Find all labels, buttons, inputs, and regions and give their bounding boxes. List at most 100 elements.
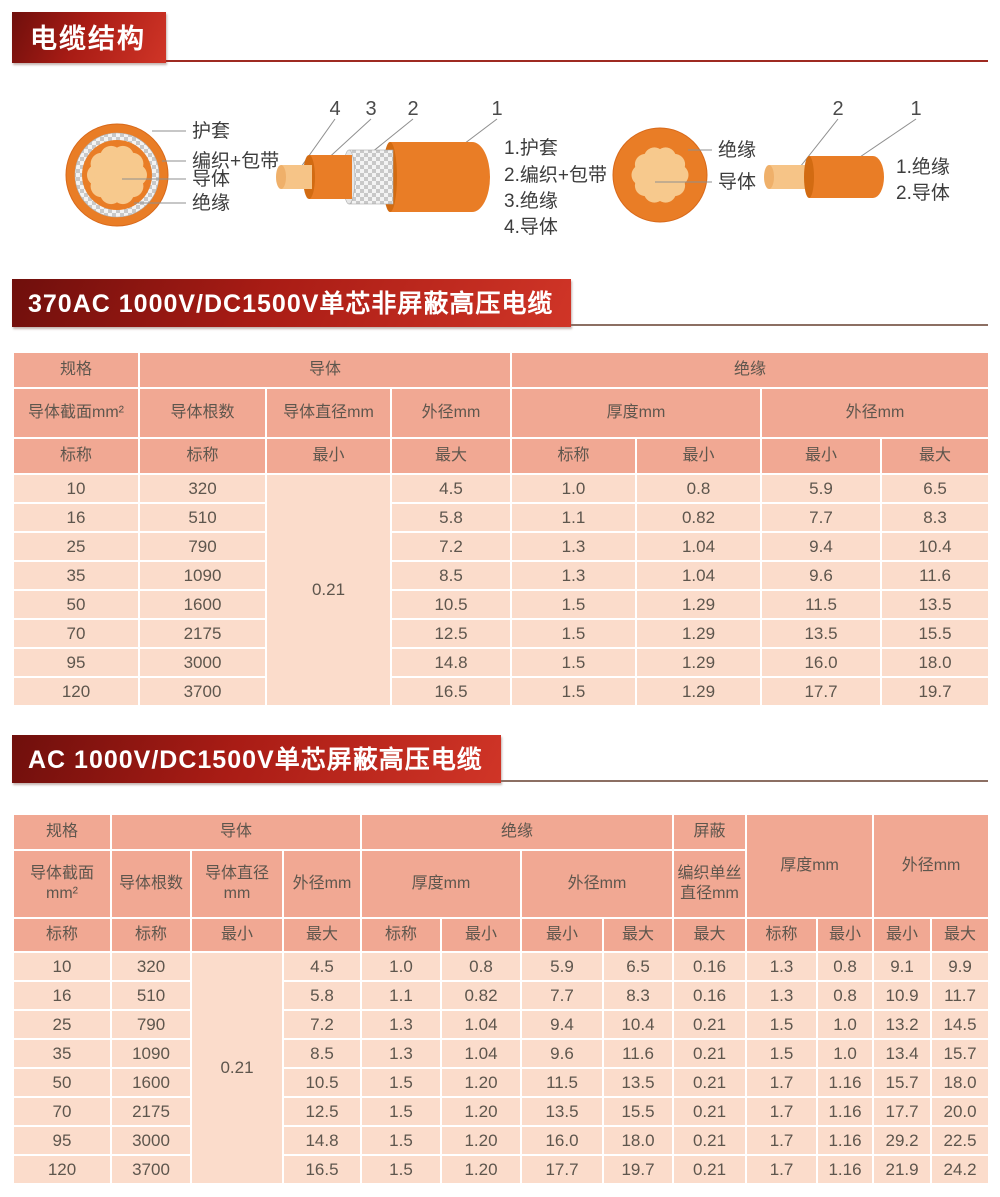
header-cell: 导体直径mm — [265, 387, 392, 439]
table-cell: 1090 — [110, 1038, 192, 1069]
conductor-core — [87, 145, 147, 205]
table-cell: 1.20 — [440, 1096, 522, 1127]
table-cell: 16.0 — [760, 647, 882, 678]
table-cell: 1.3 — [510, 560, 637, 591]
table-cell: 24.2 — [930, 1154, 991, 1185]
table-cell: 1.1 — [510, 502, 637, 533]
table-cell: 13.2 — [872, 1009, 933, 1040]
table-cell: 1.3 — [745, 951, 819, 982]
table-cell: 1.16 — [816, 1096, 875, 1127]
table-cell: 10.4 — [879, 531, 991, 562]
header-cell: 最小 — [816, 917, 875, 953]
table-cell: 10 — [12, 473, 140, 504]
side-view-shielded: 4 3 2 1 — [276, 98, 607, 238]
header-cell: 标称 — [138, 437, 267, 475]
table-cell: 13.5 — [520, 1096, 604, 1127]
table-cell: 1.3 — [360, 1038, 442, 1069]
table-cell: 35 — [12, 1038, 112, 1069]
table-cell: 17.7 — [872, 1096, 933, 1127]
page-title-row: 电缆结构 — [12, 12, 988, 63]
table-cell: 1600 — [138, 589, 267, 620]
header-cell: 最大 — [601, 917, 675, 953]
table-header-row: 导体截面mm² 导体根数 导体直径mm 外径mm 厚度mm 外径mm 编织单丝直… — [12, 849, 989, 919]
table-cell: 510 — [110, 980, 192, 1011]
table-cell: 6.5 — [879, 473, 991, 504]
table-cell: 10 — [12, 951, 112, 982]
table-cell: 13.5 — [601, 1067, 675, 1098]
table-cell: 1.29 — [635, 676, 762, 707]
table-row: 95 3000 14.8 1.5 1.29 16.0 18.0 — [12, 647, 991, 678]
table-row: 35 1090 8.5 1.3 1.04 9.6 11.6 0.21 1.5 1.0 13.4 15.… — [12, 1038, 991, 1069]
table-cell: 17.7 — [760, 676, 882, 707]
table-cell: 1.16 — [816, 1125, 875, 1156]
header-cell: 导体 — [110, 813, 362, 851]
table-cell: 1.29 — [635, 618, 762, 649]
table-cell: 16 — [12, 980, 112, 1011]
table-body: 10 320 0.21 4.5 1.0 0.8 5.9 6.5 16 510 5.8 1.1 0.82 7… — [12, 473, 991, 707]
table-cell: 0.82 — [440, 980, 522, 1011]
table-cell: 9.6 — [520, 1038, 604, 1069]
table-cell: 4.5 — [282, 951, 362, 982]
table-cell: 8.3 — [601, 980, 675, 1011]
table-cell: 1.0 — [510, 473, 637, 504]
table-cell: 8.3 — [879, 502, 991, 533]
table-cell: 1.3 — [745, 980, 819, 1011]
table-cell: 5.9 — [520, 951, 604, 982]
table-cell: 1.3 — [360, 1009, 442, 1040]
table-cell: 18.0 — [930, 1067, 991, 1098]
table-cell: 16.5 — [390, 676, 512, 707]
header-cell: 最小 — [265, 437, 392, 475]
table-cell: 15.7 — [930, 1038, 991, 1069]
table-cell: 16 — [12, 502, 140, 533]
table-cell: 21.9 — [872, 1154, 933, 1185]
table-cell: 0.8 — [816, 980, 875, 1011]
table-cell: 14.8 — [390, 647, 512, 678]
header-cell: 厚度mm — [360, 849, 522, 919]
table-cell: 120 — [12, 676, 140, 707]
header-cell: 导体截面mm² — [12, 387, 140, 439]
table-cell: 18.0 — [601, 1125, 675, 1156]
header-cell: 外径mm — [390, 387, 512, 439]
table-cell: 19.7 — [879, 676, 991, 707]
section2-banner-row: AC 1000V/DC1500V单芯屏蔽高压电缆 — [12, 735, 988, 783]
table-cell: 0.21 — [672, 1096, 748, 1127]
table-row: 70 2175 12.5 1.5 1.29 13.5 15.5 — [12, 618, 991, 649]
header-cell: 外径mm — [759, 387, 991, 439]
callout-1: 1 — [910, 98, 921, 120]
table-cell: 13.5 — [760, 618, 882, 649]
table-cell: 18.0 — [879, 647, 991, 678]
sheath-layer — [383, 142, 490, 212]
table-cell: 320 — [110, 951, 192, 982]
table-cell: 10.9 — [872, 980, 933, 1011]
table-cell: 3700 — [138, 676, 267, 707]
section1-title: 370AC 1000V/DC1500V单芯非屏蔽高压电缆 — [12, 279, 572, 327]
header-cell: 标称 — [510, 437, 637, 475]
table-cell: 1.5 — [360, 1154, 442, 1185]
table-header-row: 标称 标称 最小 最大 标称 最小 最小 最大 最大 标称 最小 最小 最大 — [12, 917, 991, 953]
table-cell: 320 — [138, 473, 267, 504]
table-row: 25 790 7.2 1.3 1.04 9.4 10.4 — [12, 531, 991, 562]
header-cell: 最大 — [390, 437, 512, 475]
table-row: 95 3000 14.8 1.5 1.20 16.0 18.0 0.21 1.7 1.16 29.2… — [12, 1125, 991, 1156]
table-cell: 790 — [110, 1009, 192, 1040]
table-row: 10 320 0.21 4.5 1.0 0.8 5.9 6.5 — [12, 473, 991, 707]
table-cell: 1.04 — [440, 1038, 522, 1069]
legend-item: 3.绝缘 — [504, 190, 558, 212]
table-cell: 11.6 — [879, 560, 991, 591]
table-cell: 9.1 — [872, 951, 933, 982]
table-cell: 11.5 — [760, 589, 882, 620]
table-cell: 7.7 — [760, 502, 882, 533]
header-cell: 最小 — [520, 917, 604, 953]
conductor-layer — [276, 165, 312, 189]
table-unshielded: 规格 导体 绝缘 导体截面mm² 导体根数 导体直径mm 外径mm 厚度mm 外… — [12, 351, 991, 707]
table-cell: 1.5 — [745, 1009, 819, 1040]
table-cell: 15.7 — [872, 1067, 933, 1098]
table-cell: 50 — [12, 589, 140, 620]
table-cell: 1.5 — [360, 1067, 442, 1098]
table-cell: 2175 — [138, 618, 267, 649]
header-cell: 最小 — [635, 437, 762, 475]
callout-2: 2 — [407, 98, 418, 120]
table-cell: 1.04 — [440, 1009, 522, 1040]
table-row: 120 3700 16.5 1.5 1.20 17.7 19.7 0.21 1.7 1.16 21.… — [12, 1154, 991, 1185]
table-cell: 1.5 — [360, 1096, 442, 1127]
